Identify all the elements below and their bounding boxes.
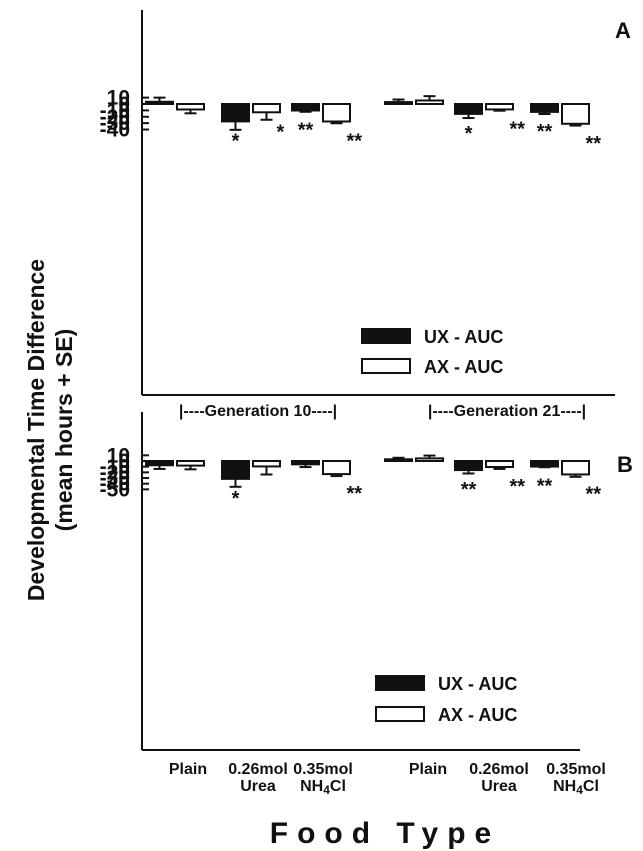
legend-label: UX - AUC [438,674,517,694]
legend-swatch [362,359,410,373]
y-tick-label: -50 [100,478,130,501]
generation-21-label: |----Generation 21----| [428,403,586,420]
bar [531,461,558,467]
significance-marker: ** [537,476,553,498]
bar [253,461,280,466]
y-axis-title-line1: Developmental Time Difference [23,259,49,601]
bar [385,459,412,461]
bar [385,102,412,104]
legend-label: AX - AUC [438,705,517,725]
x-label-nh4cl-gen21-line2: NH4Cl [553,778,599,797]
bar [562,104,589,124]
significance-marker: ** [537,121,553,143]
significance-marker: * [465,123,473,145]
bar [292,461,319,464]
significance-marker: ** [347,130,363,152]
x-label-nh4cl-gen10-line2: NH4Cl [300,778,346,797]
bar [177,104,204,109]
bar [177,461,204,466]
significance-marker: ** [461,479,477,501]
bar [416,458,443,461]
bar [253,104,280,112]
bar [562,461,589,474]
legend-label: AX - AUC [424,357,503,377]
x-label-urea-gen10-line2: Urea [240,778,276,795]
y-axis-title-line2: (mean hours + SE) [51,329,77,532]
bar [292,104,319,111]
x-label-nh4cl-gen10: 0.35mol [293,761,353,778]
bar [531,104,558,112]
significance-marker: ** [510,476,526,498]
x-label-plain-gen21: Plain [409,761,447,778]
bar [222,461,249,479]
panel-b: 100-10-20-30-40-50 * ** **** ** **UX - AUCAX … [100,412,633,750]
x-label-urea-gen21-line2: Urea [481,778,517,795]
significance-marker: * [232,130,240,152]
legend-label: UX - AUC [424,327,503,347]
significance-marker: ** [586,133,602,155]
bar [146,461,173,465]
significance-marker: ** [510,118,526,140]
y-tick-label: -40 [100,119,130,142]
x-label-nh4cl-gen21: 0.35mol [546,761,606,778]
significance-marker: * [232,488,240,510]
bar [146,102,173,104]
x-label-urea-gen21: 0.26mol [469,761,529,778]
bar [455,104,482,114]
significance-marker: ** [347,483,363,505]
significance-marker: ** [298,120,314,142]
bar [222,104,249,121]
x-label-plain-gen10: Plain [169,761,207,778]
bar [486,461,513,467]
panel-label: B [617,452,633,477]
bar [416,100,443,104]
panel-label: A [615,18,631,43]
legend-swatch [376,707,424,721]
significance-marker: ** [586,483,602,505]
bar [486,104,513,109]
significance-marker: * [277,121,285,143]
bar [455,461,482,470]
bar [323,461,350,474]
x-label-urea-gen10: 0.26mol [228,761,288,778]
bar [323,104,350,121]
legend-swatch [376,676,424,690]
x-axis-title: Food Type [270,817,500,850]
generation-10-label: |----Generation 10----| [179,403,337,420]
legend-swatch [362,329,410,343]
x-category-labels: Plain 0.26mol Urea 0.35mol NH4Cl Plain 0… [169,761,606,797]
